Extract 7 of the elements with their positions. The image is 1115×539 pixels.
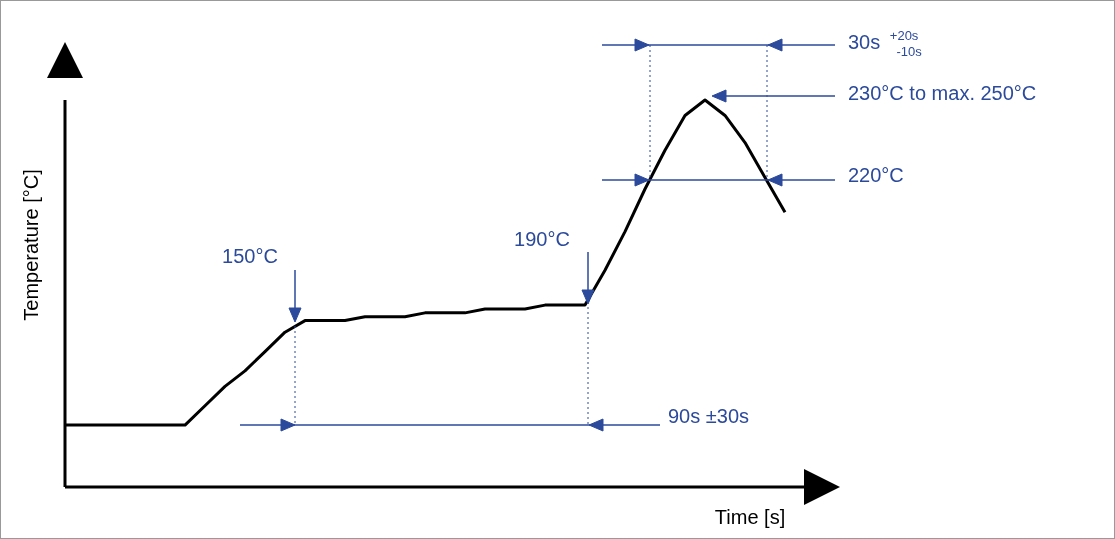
- annotation: 190°C: [514, 228, 570, 250]
- annotation: 90s ±30s: [668, 405, 750, 427]
- y-axis-title: Temperature [°C]: [20, 169, 42, 321]
- text: 220°C: [848, 164, 904, 186]
- annotation: 150°C: [222, 245, 278, 267]
- x-axis-title: Time [s]: [714, 506, 786, 528]
- text: 230°C to max. 250°C: [848, 82, 1037, 104]
